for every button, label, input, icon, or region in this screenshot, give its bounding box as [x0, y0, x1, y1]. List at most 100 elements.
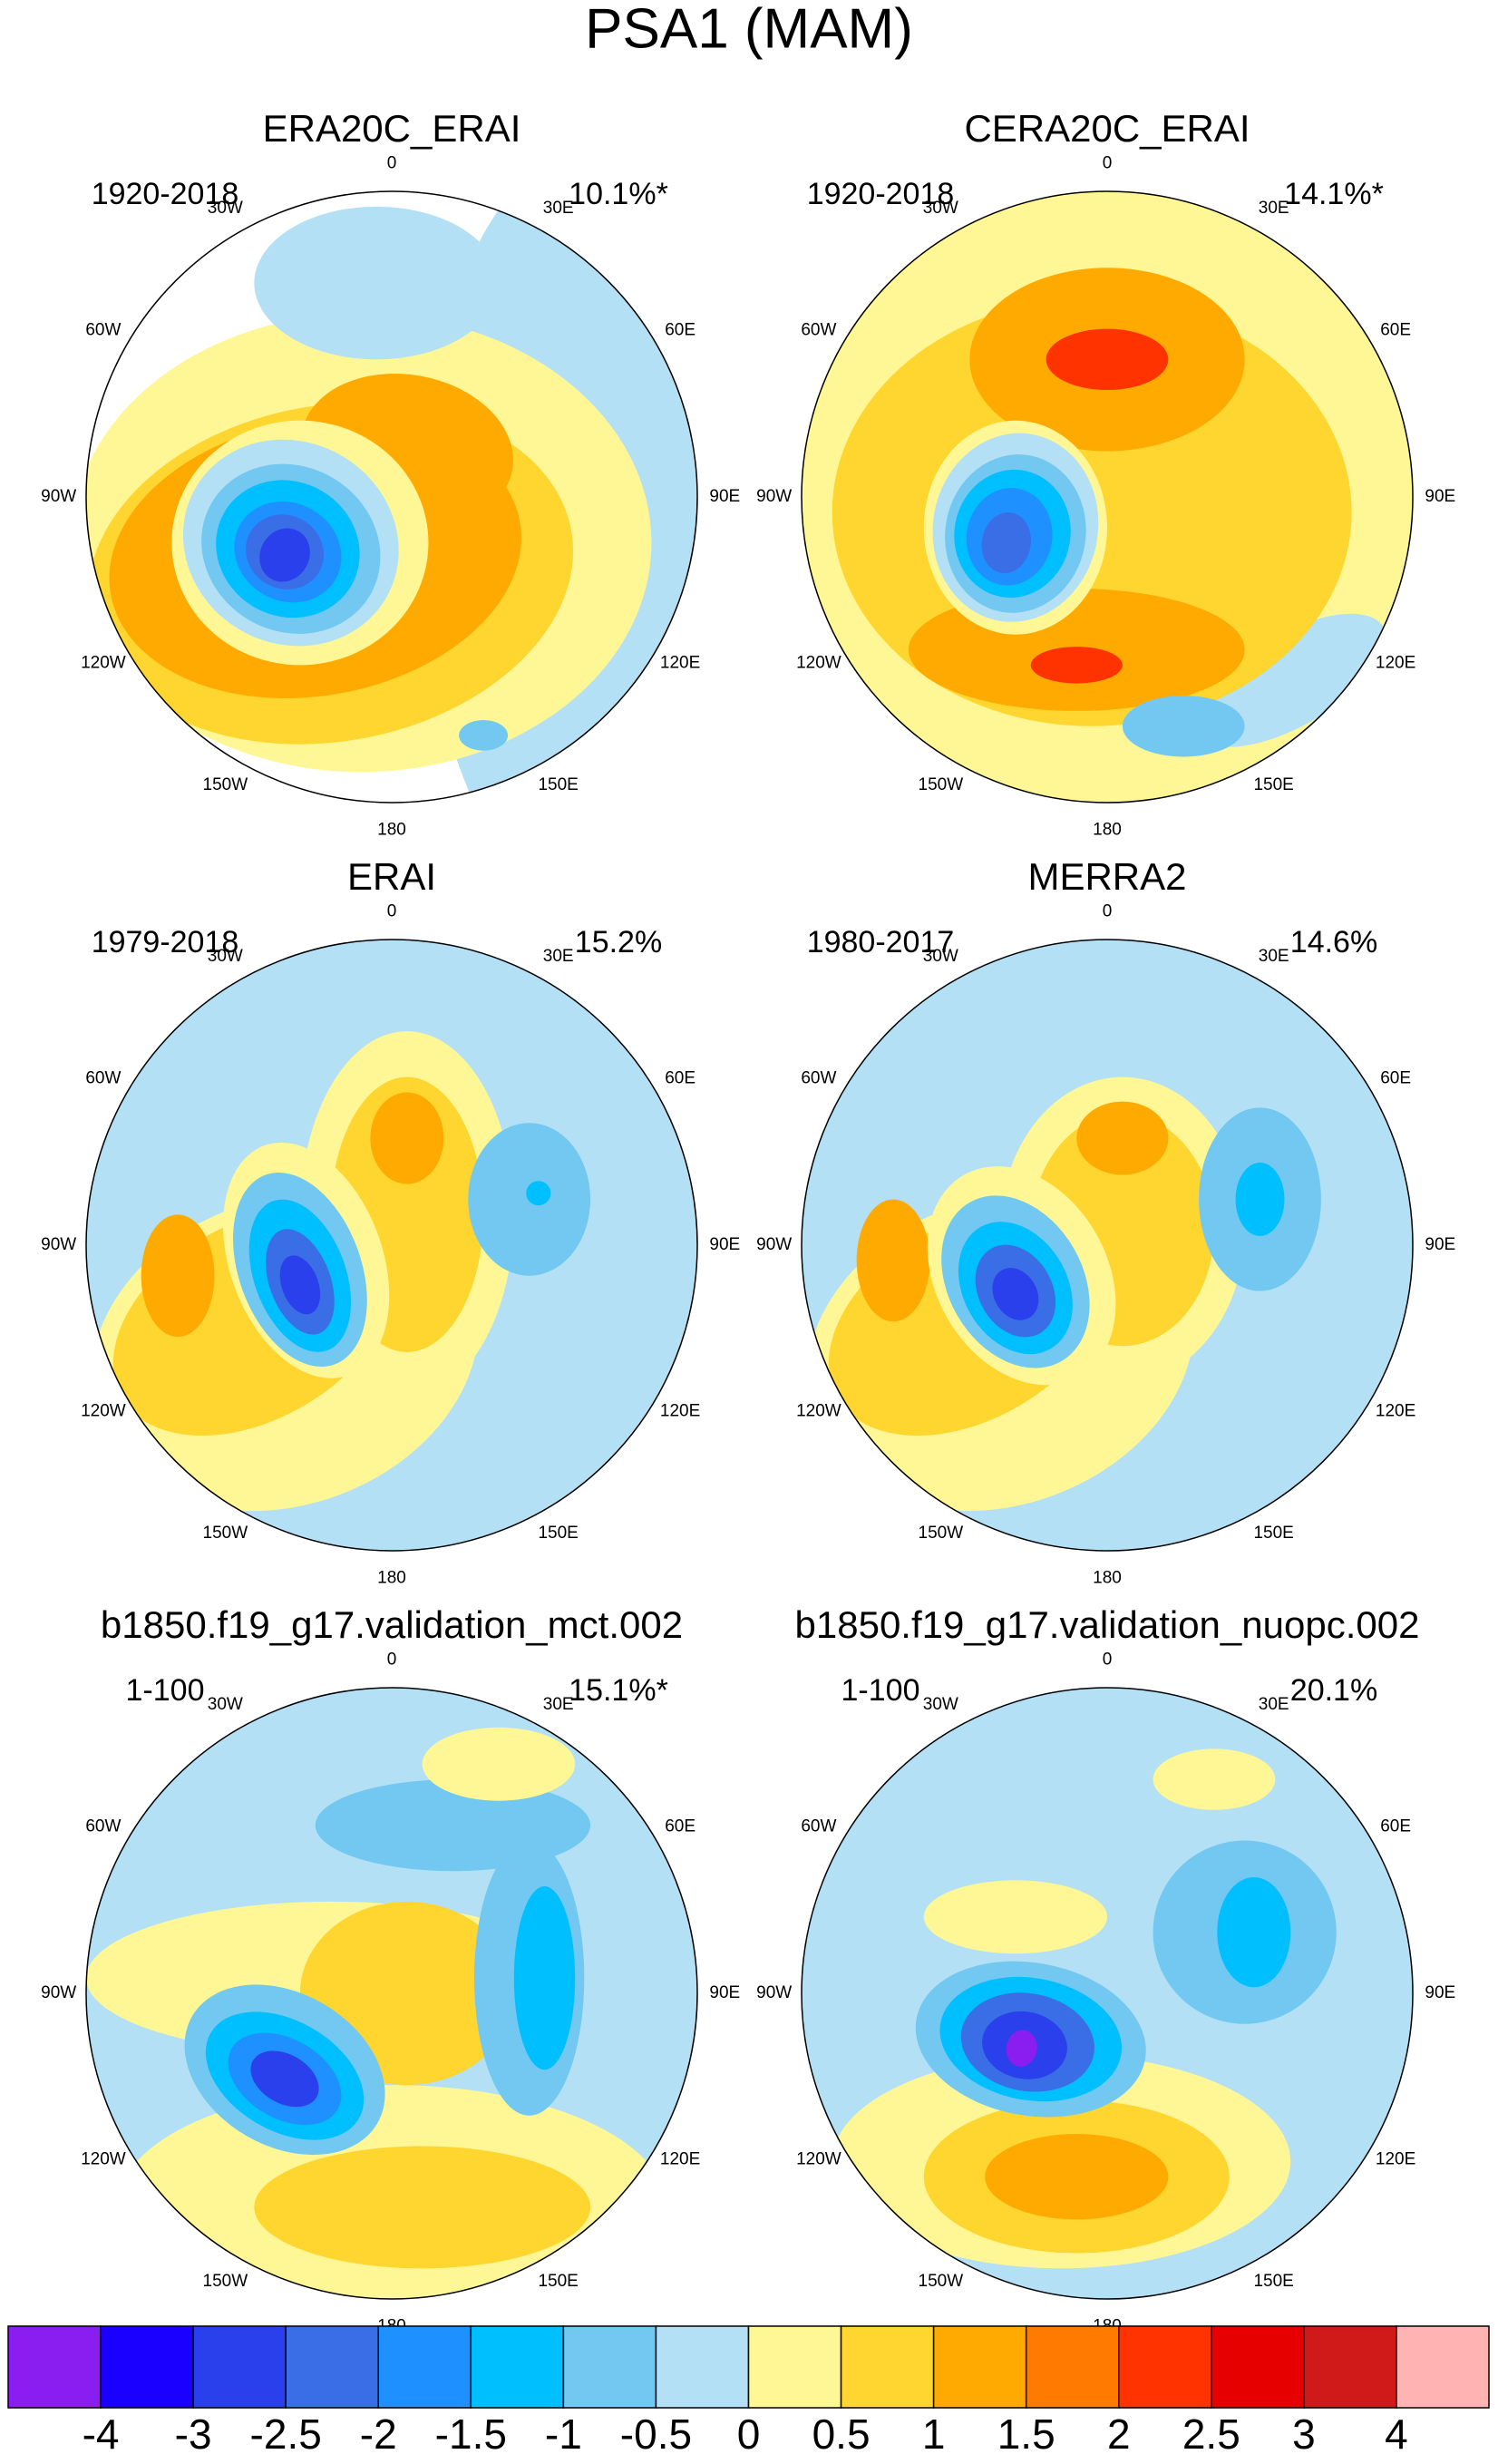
colorbar-label: 0.5	[812, 2410, 871, 2458]
longitude-label: 30W	[208, 199, 243, 218]
longitude-label: 30W	[208, 1695, 243, 1714]
contour-region	[923, 1880, 1107, 1954]
colorbar-box	[7, 2325, 102, 2409]
colorbar-label: -0.5	[620, 2410, 692, 2458]
map-boundary	[85, 1687, 698, 2300]
colorbar-label: -2.5	[250, 2410, 322, 2458]
colorbar-label: -1	[545, 2410, 582, 2458]
longitude-label: 180	[1093, 1568, 1122, 1587]
map-panel	[802, 191, 1413, 803]
colorbar-label: 4	[1385, 2410, 1408, 2458]
longitude-label: 150E	[1253, 1524, 1293, 1543]
contour-region	[1006, 2030, 1037, 2067]
longitude-label: 150W	[203, 2272, 248, 2291]
contour-region	[422, 1727, 576, 1801]
period: 1920-2018	[807, 177, 955, 211]
longitude-label: 120E	[1376, 1402, 1415, 1421]
longitude-label: 120W	[81, 654, 126, 673]
variance: 14.6%	[1290, 925, 1377, 959]
map-panel	[86, 191, 697, 803]
contour-region	[259, 528, 310, 582]
longitude-label: 120W	[796, 654, 841, 673]
longitude-label: 60E	[665, 1068, 696, 1087]
colorbar-label: 3	[1292, 2410, 1316, 2458]
colorbar-label: 2.5	[1182, 2410, 1240, 2458]
longitude-label: 0	[1103, 1651, 1113, 1670]
longitude-label: 90W	[41, 487, 76, 506]
longitude-label: 30E	[1259, 199, 1289, 218]
contour-region	[856, 1199, 930, 1322]
longitude-label: 30E	[1259, 947, 1289, 966]
panel-title: MERRA2	[1027, 855, 1186, 898]
colorbar-box	[1211, 2325, 1305, 2409]
longitude-label: 120E	[660, 654, 700, 673]
longitude-label: 30E	[543, 199, 574, 218]
colorbar-box	[377, 2325, 472, 2409]
longitude-label: 30W	[208, 947, 243, 966]
longitude-label: 30W	[923, 199, 958, 218]
map-boundary	[801, 190, 1414, 803]
longitude-label: 90E	[709, 1983, 740, 2002]
longitude-label: 120W	[81, 2150, 126, 2169]
longitude-label: 60W	[801, 1816, 836, 1836]
longitude-label: 90E	[1425, 1235, 1455, 1254]
colorbar-box	[1303, 2325, 1397, 2409]
panel-title: ERA20C_ERAI	[263, 107, 521, 150]
longitude-label: 90W	[41, 1983, 76, 2002]
longitude-label: 150W	[919, 775, 964, 794]
colorbar-label: 1.5	[997, 2410, 1055, 2458]
longitude-label: 150E	[538, 2272, 578, 2291]
colorbar-label: 1	[922, 2410, 946, 2458]
longitude-label: 0	[387, 1651, 397, 1670]
longitude-label: 120E	[660, 1402, 700, 1421]
longitude-label: 90E	[1425, 1983, 1455, 2002]
colorbar-box	[747, 2325, 842, 2409]
longitude-label: 30E	[1259, 1695, 1289, 1714]
colorbar-label: -3	[175, 2410, 212, 2458]
longitude-label: 120E	[660, 2150, 700, 2169]
contour-region	[1194, 613, 1386, 747]
variance: 14.1%*	[1284, 177, 1384, 211]
longitude-label: 150W	[203, 1524, 248, 1543]
colorbar-box	[1025, 2325, 1120, 2409]
panel-title: ERAI	[347, 855, 436, 898]
longitude-label: 0	[387, 902, 397, 921]
longitude-label: 120W	[796, 2150, 841, 2169]
variance: 20.1%	[1290, 1673, 1377, 1708]
contour-region	[992, 1268, 1039, 1320]
longitude-label: 90W	[41, 1235, 76, 1254]
contour-region	[1235, 1163, 1285, 1236]
colorbar-label: 2	[1107, 2410, 1131, 2458]
longitude-label: 60E	[1380, 1816, 1411, 1836]
map-panel	[86, 1688, 697, 2299]
longitude-label: 150W	[203, 775, 248, 794]
contour-region	[981, 512, 1031, 574]
map-boundary	[801, 939, 1414, 1552]
colorbar-box	[470, 2325, 565, 2409]
map-boundary	[85, 939, 698, 1552]
contour-region	[1217, 1876, 1291, 1988]
longitude-label: 60E	[665, 320, 696, 339]
longitude-label: 120W	[796, 1402, 841, 1421]
contour-region	[141, 1214, 215, 1338]
colorbar-label: -1.5	[435, 2410, 507, 2458]
longitude-label: 60E	[1380, 320, 1411, 339]
longitude-label: 60W	[801, 1068, 836, 1087]
colorbar-box	[100, 2325, 194, 2409]
panel-title: CERA20C_ERAI	[964, 107, 1250, 150]
contour-region	[1046, 328, 1169, 391]
colorbar-box	[655, 2325, 750, 2409]
panel-title: b1850.f19_g17.validation_mct.002	[101, 1603, 683, 1646]
panel-title: b1850.f19_g17.validation_nuopc.002	[795, 1603, 1420, 1646]
colorbar-box	[285, 2325, 379, 2409]
colorbar-box	[192, 2325, 287, 2409]
colorbar-box	[932, 2325, 1027, 2409]
period: 1920-2018	[92, 177, 239, 211]
contour-region	[254, 206, 499, 360]
colorbar-box	[1396, 2325, 1490, 2409]
period: 1-100	[126, 1673, 205, 1708]
longitude-label: 120E	[1376, 654, 1415, 673]
longitude-label: 180	[377, 820, 406, 839]
longitude-label: 60W	[85, 1816, 121, 1836]
